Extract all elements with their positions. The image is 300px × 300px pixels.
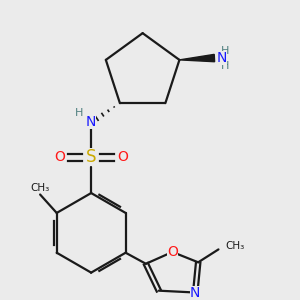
Text: N: N [216, 51, 226, 65]
Text: S: S [86, 148, 96, 166]
Text: N: N [86, 115, 96, 129]
Text: O: O [117, 150, 128, 164]
Text: CH₃: CH₃ [31, 183, 50, 193]
Polygon shape [179, 54, 214, 62]
Text: H: H [75, 108, 84, 118]
Text: H: H [220, 46, 229, 56]
Text: N: N [190, 286, 200, 299]
Text: CH₃: CH₃ [225, 242, 244, 251]
Text: H: H [220, 61, 229, 71]
Text: O: O [167, 245, 178, 259]
Text: O: O [54, 150, 65, 164]
